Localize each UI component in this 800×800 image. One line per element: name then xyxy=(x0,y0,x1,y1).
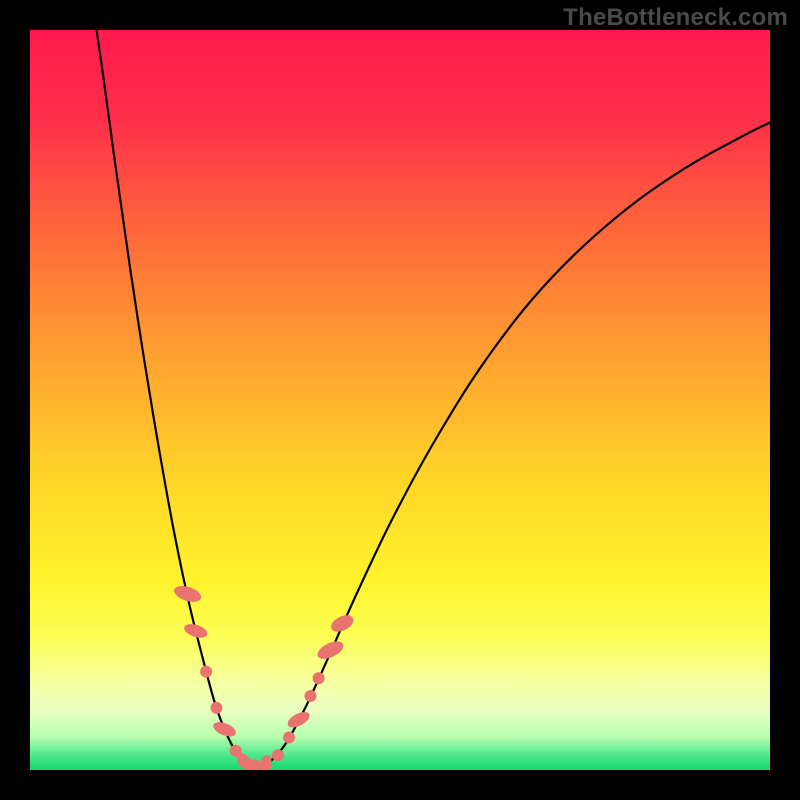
chart-canvas: { "watermark": { "text": "TheBottleneck.… xyxy=(0,0,800,800)
marker-point xyxy=(283,731,295,743)
chart-svg xyxy=(0,0,800,800)
plot-background xyxy=(30,30,770,770)
marker-point xyxy=(272,749,284,761)
marker-point xyxy=(313,672,325,684)
marker-point xyxy=(210,702,222,714)
marker-point xyxy=(200,666,212,678)
marker-point xyxy=(304,690,316,702)
marker-point xyxy=(248,760,260,772)
watermark-text: TheBottleneck.com xyxy=(563,4,788,32)
